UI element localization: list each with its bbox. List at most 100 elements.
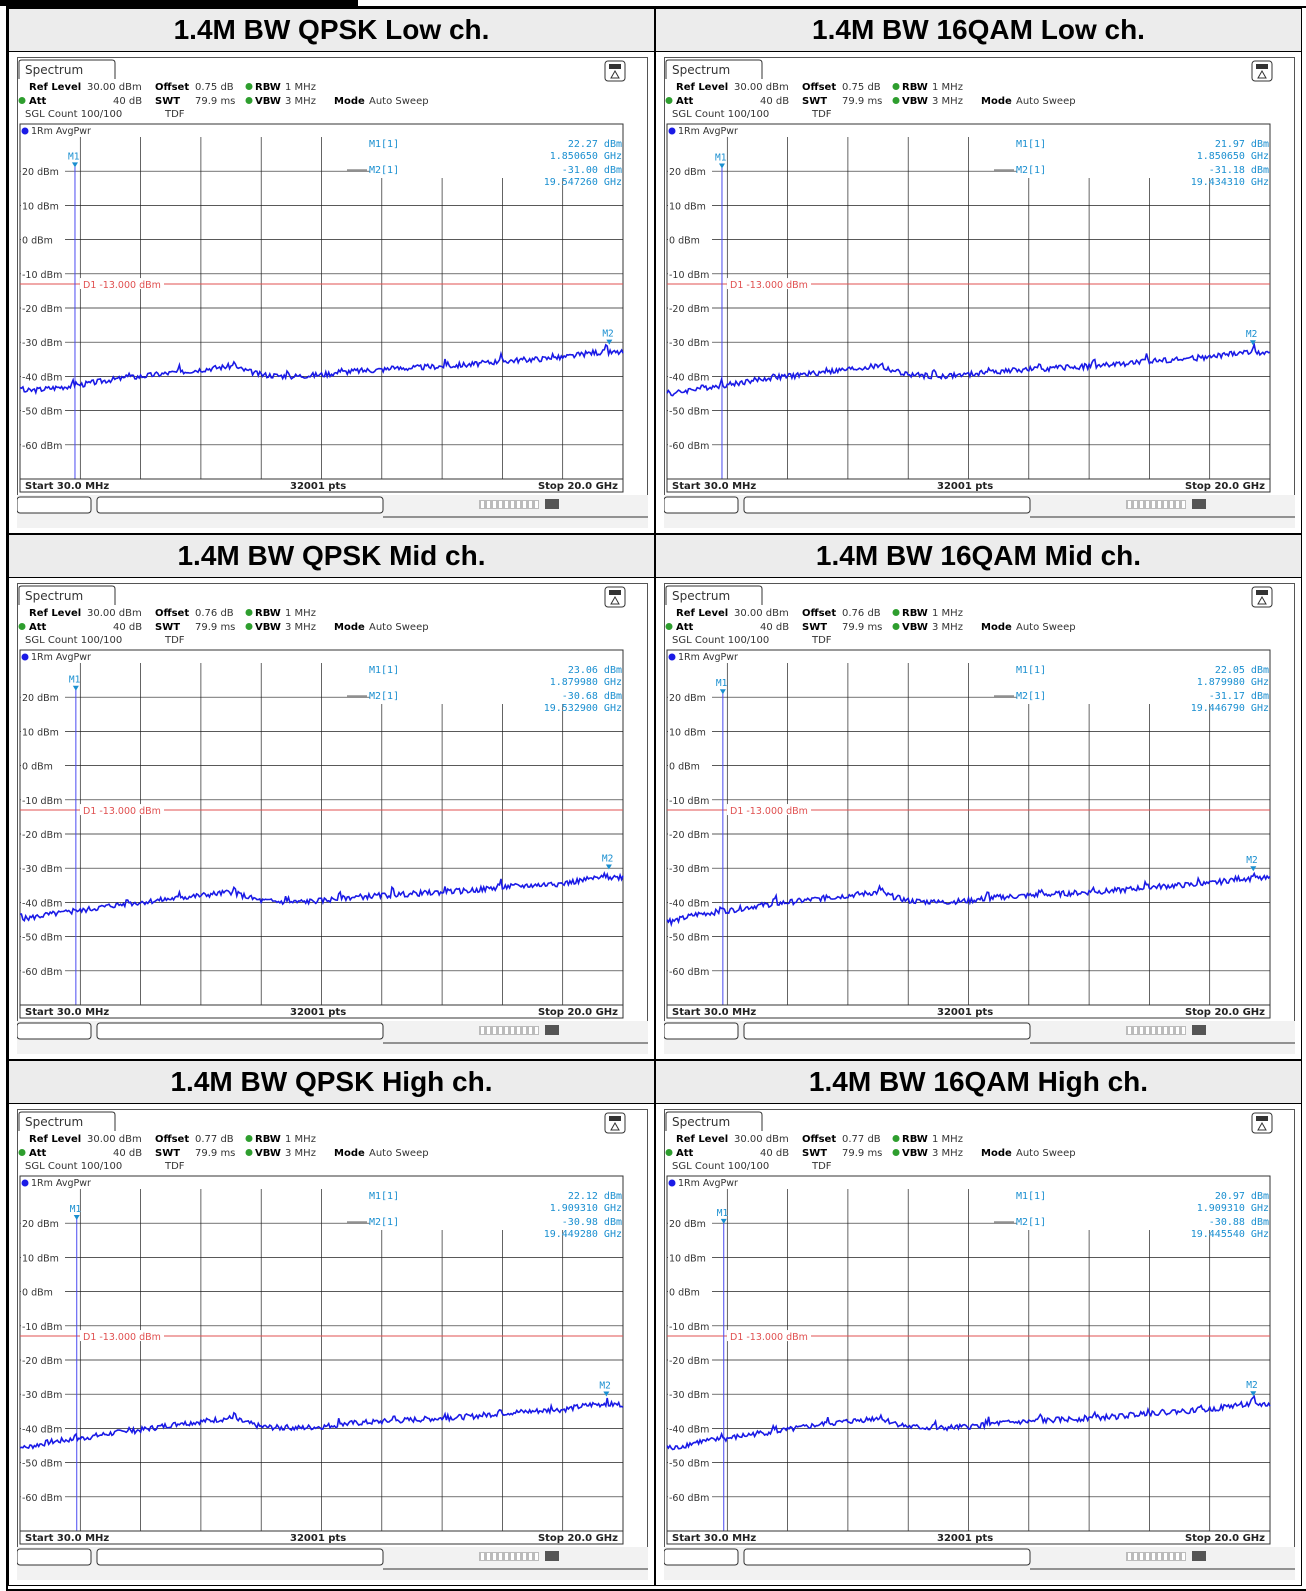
- m2-readout-freq: 19.532900 GHz: [544, 703, 622, 714]
- y-tick-label: -50 dBm: [22, 1459, 62, 1470]
- swt-label: SWT: [155, 96, 180, 107]
- limit-line-label: D1 -13.000 dBm: [83, 280, 161, 291]
- swt-value: 79.9 ms: [842, 96, 882, 107]
- plot-grid: [20, 663, 623, 1005]
- plot-grid: [667, 137, 1270, 479]
- display-config-icon[interactable]: [1251, 586, 1273, 608]
- status-field-1: [17, 1548, 92, 1566]
- trace-indicator-icon: [21, 127, 29, 135]
- progress-bar-icon: [1126, 500, 1186, 509]
- y-tick-label: -20 dBm: [22, 304, 62, 315]
- x-start-label: Start 30.0 MHz: [25, 481, 109, 492]
- y-tick-label: 20 dBm: [22, 1219, 59, 1230]
- spectrum-tab[interactable]: [18, 1111, 116, 1131]
- display-config-icon[interactable]: [604, 586, 626, 608]
- trace-indicator-icon: [21, 653, 29, 661]
- panel-5: 1.4M BW QPSK High ch. Spectrum Ref Level 30…: [8, 1060, 655, 1586]
- sgl-count: SGL Count 100/100: [672, 1161, 769, 1172]
- vbw-status-icon: [892, 97, 900, 104]
- rbw-label: RBW: [902, 1134, 928, 1145]
- vbw-label: VBW: [255, 1148, 281, 1159]
- m1-marker-icon: [718, 163, 725, 169]
- att-status-icon: [18, 623, 26, 630]
- ref-level-value: 30.00 dBm: [734, 1134, 789, 1145]
- swt-value: 79.9 ms: [842, 1148, 882, 1159]
- m1-marker-label: M1: [68, 151, 80, 162]
- m2-marker-icon: [1249, 340, 1256, 346]
- display-config-icon[interactable]: [604, 1112, 626, 1134]
- m2-marker-label: M2: [602, 854, 613, 865]
- sgl-count: SGL Count 100/100: [25, 109, 122, 120]
- vbw-status-icon: [245, 1149, 253, 1156]
- vbw-value: 3 MHz: [285, 96, 316, 107]
- y-tick-label: -50 dBm: [669, 1459, 709, 1470]
- mode-value: Auto Sweep: [1016, 96, 1076, 107]
- m2-readout-value: -31.17 dBm: [1209, 691, 1269, 702]
- spectrum-tab[interactable]: [665, 585, 763, 605]
- swt-label: SWT: [802, 622, 827, 633]
- panel-6: 1.4M BW 16QAM High ch. Spectrum Ref Level 3…: [655, 1060, 1302, 1586]
- ref-level-value: 30.00 dBm: [87, 608, 142, 619]
- m2-marker-icon: [605, 864, 612, 870]
- status-field-2: [96, 1022, 384, 1040]
- swt-label: SWT: [802, 1148, 827, 1159]
- x-stop-label: Stop 20.0 GHz: [1185, 1533, 1265, 1544]
- spectrum-tab-label[interactable]: Spectrum: [25, 589, 83, 603]
- y-tick-label: -20 dBm: [22, 1356, 62, 1367]
- y-tick-label: -50 dBm: [669, 933, 709, 944]
- spectrum-tab[interactable]: [18, 585, 116, 605]
- offset-value: 0.76 dB: [195, 608, 234, 619]
- m1-marker-icon: [71, 162, 78, 168]
- progress-bar-icon: [1126, 1026, 1186, 1035]
- spectrum-tab[interactable]: [665, 1111, 763, 1131]
- spectrum-tab-label[interactable]: Spectrum: [25, 63, 83, 77]
- panel-1: 1.4M BW QPSK Low ch. Spectrum Ref Level 30.…: [8, 8, 655, 534]
- m1-readout-freq: 1.909310 GHz: [1197, 1203, 1269, 1214]
- y-tick-label: -40 dBm: [22, 1424, 62, 1435]
- spectrum-tab[interactable]: [665, 59, 763, 79]
- vbw-label: VBW: [902, 1148, 928, 1159]
- y-tick-label: -50 dBm: [22, 407, 62, 418]
- offset-value: 0.75 dB: [195, 82, 234, 93]
- spectrum-tab-label[interactable]: Spectrum: [672, 63, 730, 77]
- rbw-value: 1 MHz: [932, 82, 963, 93]
- y-tick-label: -60 dBm: [22, 967, 62, 978]
- m2-readout-freq: 19.446790 GHz: [1191, 703, 1269, 714]
- panel-title: 1.4M BW QPSK High ch.: [9, 1061, 654, 1104]
- results-table: 1.4M BW QPSK Low ch. Spectrum Ref Level 30.…: [6, 6, 1306, 1591]
- m2-readout-value: -31.18 dBm: [1209, 165, 1269, 176]
- rbw-label: RBW: [902, 82, 928, 93]
- trace-indicator-icon: [668, 127, 676, 135]
- display-config-icon[interactable]: [1251, 1112, 1273, 1134]
- log-icon: [1192, 1551, 1206, 1561]
- vbw-status-icon: [892, 1149, 900, 1156]
- display-config-icon[interactable]: [604, 60, 626, 82]
- m1-readout-freq: 1.879980 GHz: [550, 677, 622, 688]
- top-bar: [0, 0, 358, 6]
- m1-readout-label: M1[1]: [1016, 139, 1046, 150]
- y-tick-label: -10 dBm: [22, 270, 62, 281]
- display-config-icon[interactable]: [1251, 60, 1273, 82]
- limit-line-label: D1 -13.000 dBm: [730, 280, 808, 291]
- trace-line: [19, 343, 624, 396]
- panel-2: 1.4M BW 16QAM Low ch. Spectrum Ref Level 30…: [655, 8, 1302, 534]
- mode-label: Mode: [334, 1148, 365, 1159]
- spectrum-tab[interactable]: [18, 59, 116, 79]
- att-status-icon: [18, 97, 26, 104]
- y-tick-label: -30 dBm: [669, 1390, 709, 1401]
- y-tick-label: 10 dBm: [669, 201, 706, 212]
- rbw-value: 1 MHz: [932, 608, 963, 619]
- sgl-count: SGL Count 100/100: [672, 109, 769, 120]
- spectrum-tab-label[interactable]: Spectrum: [25, 1115, 83, 1129]
- x-start-label: Start 30.0 MHz: [672, 481, 756, 492]
- rbw-status-icon: [892, 609, 900, 616]
- y-tick-label: -50 dBm: [669, 407, 709, 418]
- spectrum-tab-label[interactable]: Spectrum: [672, 589, 730, 603]
- m1-marker-label: M1: [716, 678, 728, 689]
- rbw-status-icon: [245, 609, 253, 616]
- spectrum-tab-label[interactable]: Spectrum: [672, 1115, 730, 1129]
- rbw-value: 1 MHz: [285, 608, 316, 619]
- trace-label: 1Rm AvgPwr: [678, 126, 738, 137]
- y-tick-label: 20 dBm: [669, 167, 706, 178]
- rbw-value: 1 MHz: [932, 1134, 963, 1145]
